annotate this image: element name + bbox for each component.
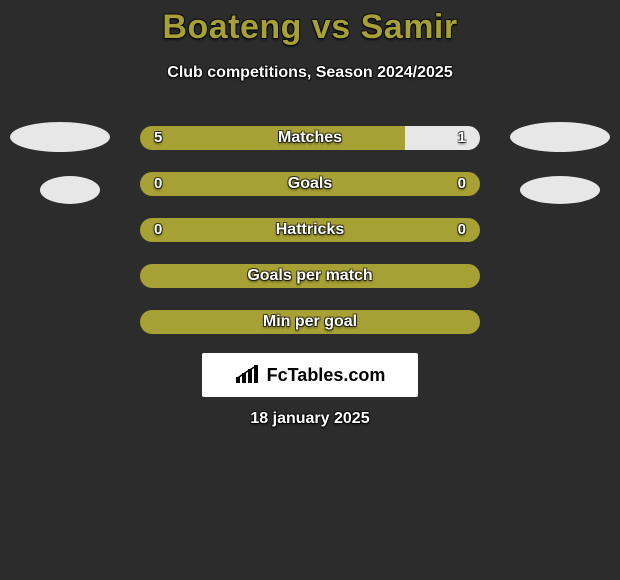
player-photo-placeholder	[10, 122, 110, 152]
stat-bars: Matches51 Goals00 Hattricks00 Goals per mat…	[140, 126, 480, 356]
stat-row: Min per goal	[140, 310, 480, 334]
stat-segment-left	[140, 264, 480, 288]
player-photo-placeholder	[510, 122, 610, 152]
stat-segment-left	[140, 310, 480, 334]
player-photo-placeholder	[40, 176, 100, 204]
source-logo-text: FcTables.com	[267, 365, 386, 386]
page-subtitle: Club competitions, Season 2024/2025	[0, 64, 620, 82]
stat-row: Matches51	[140, 126, 480, 150]
chart-bars-icon	[235, 365, 261, 385]
page-title: Boateng vs Samir	[0, 8, 620, 47]
stat-segment-left	[140, 172, 480, 196]
comparison-infographic: Boateng vs Samir Club competitions, Seas…	[0, 0, 620, 580]
stat-row: Hattricks00	[140, 218, 480, 242]
stat-row: Goals per match	[140, 264, 480, 288]
stat-row: Goals00	[140, 172, 480, 196]
stat-segment-left	[140, 218, 480, 242]
stat-segment-left	[140, 126, 405, 150]
stat-segment-right	[405, 126, 480, 150]
source-logo: FcTables.com	[202, 353, 418, 397]
snapshot-date: 18 january 2025	[0, 410, 620, 428]
player-photo-placeholder	[520, 176, 600, 204]
